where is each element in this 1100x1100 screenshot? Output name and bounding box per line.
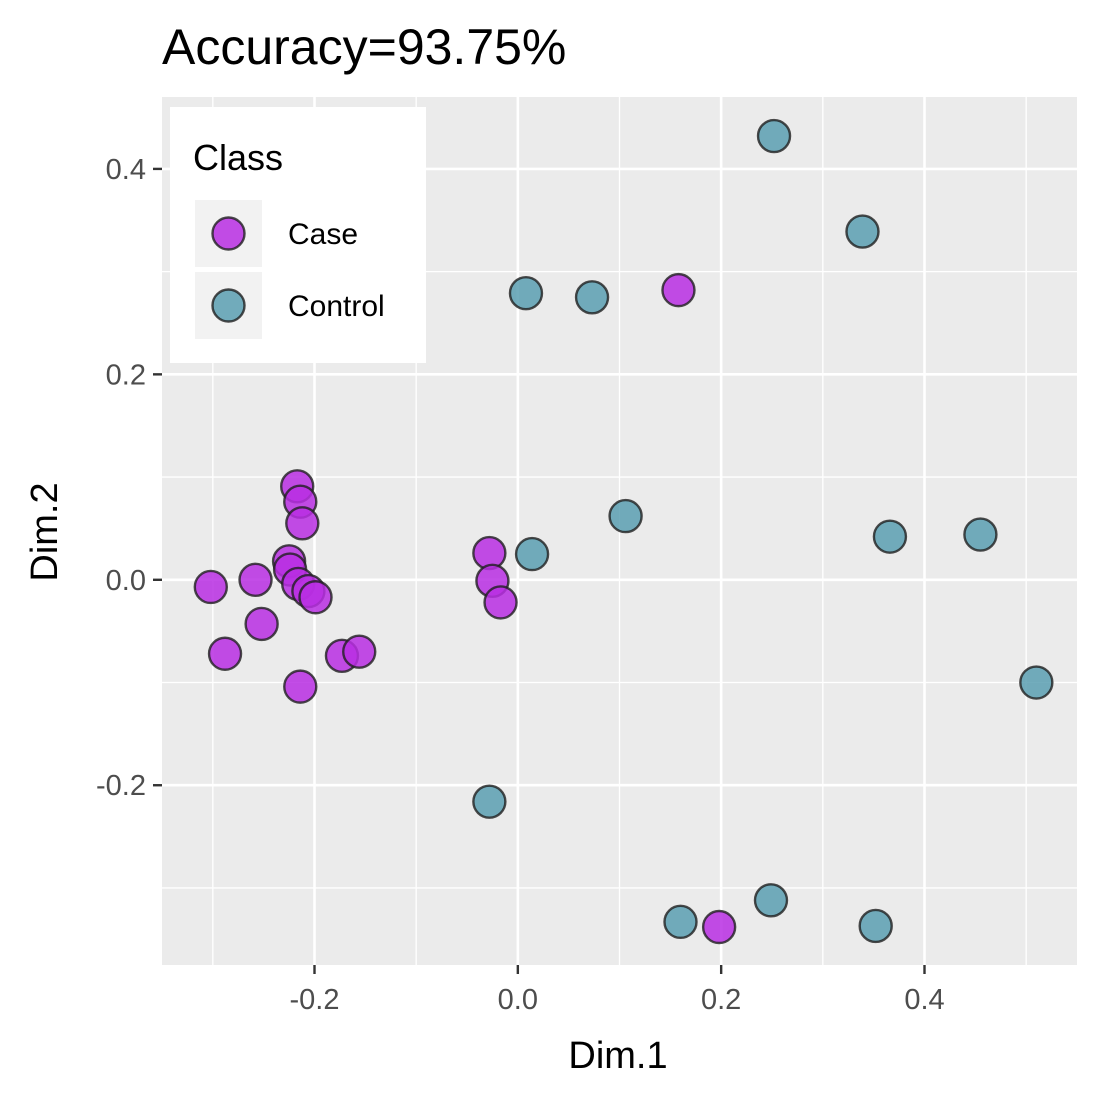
y-tick-label: 0.2 <box>106 359 146 391</box>
x-axis-title: Dim.1 <box>568 1035 667 1077</box>
data-point-control <box>845 214 880 249</box>
x-tick-label: 0.0 <box>498 984 538 1016</box>
data-point-case <box>207 636 243 671</box>
data-point-control <box>872 519 908 554</box>
legend: Class Case Control <box>170 107 426 363</box>
data-point-control <box>508 275 544 311</box>
data-point-control <box>663 904 698 940</box>
legend-label-case: Case <box>288 218 358 251</box>
data-point-control <box>574 280 610 315</box>
legend-key-case <box>211 216 246 251</box>
legend-key-control <box>211 288 246 323</box>
x-tick-label: 0.4 <box>904 984 944 1016</box>
data-point-case <box>483 585 518 620</box>
y-axis-title: Dim.2 <box>24 482 66 581</box>
data-point-control <box>858 908 893 944</box>
y-tick-label: -0.2 <box>96 770 146 802</box>
y-tick-label: 0.4 <box>106 154 146 186</box>
data-point-case <box>342 634 377 669</box>
data-point-control <box>756 118 792 154</box>
data-point-control <box>514 536 550 572</box>
legend-title: Class <box>193 137 283 178</box>
data-point-case <box>244 606 279 642</box>
plot-area: -0.2 0.0 0.2 0.4 -0.2 0.0 0.2 0.4 <box>96 97 1077 1016</box>
data-point-control <box>608 498 643 534</box>
data-point-case <box>283 669 318 704</box>
data-point-case <box>701 909 737 945</box>
data-point-control <box>963 517 998 552</box>
data-point-case <box>238 562 273 597</box>
x-tick-label: 0.2 <box>701 984 741 1016</box>
data-point-case <box>193 569 229 605</box>
data-point-case <box>285 506 320 541</box>
data-point-control <box>753 883 789 918</box>
legend-label-control: Control <box>288 290 385 323</box>
data-point-case <box>661 272 696 308</box>
x-tick-label: -0.2 <box>290 984 340 1016</box>
y-tick-label: 0.0 <box>106 565 146 597</box>
data-point-case <box>298 580 333 615</box>
chart-title: Accuracy=93.75% <box>162 19 566 75</box>
data-point-control <box>472 784 507 819</box>
data-point-control <box>1019 665 1054 700</box>
